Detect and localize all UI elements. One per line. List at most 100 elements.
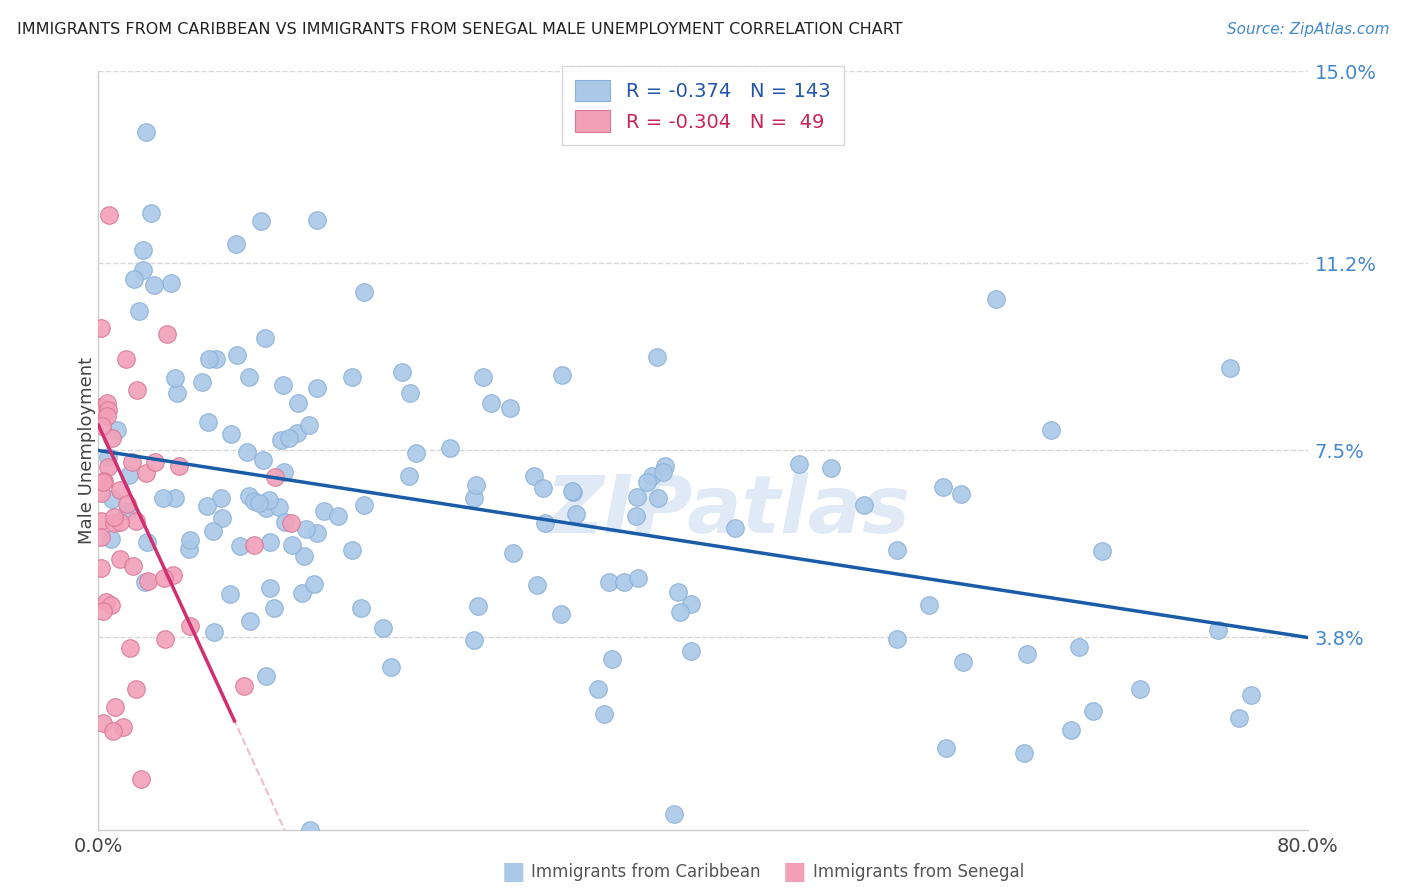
Point [270,433,292,447]
Point [264,470,287,484]
Point [250,214,273,228]
Point [464,478,486,492]
Point [152,491,174,505]
Point [274,515,297,529]
Point [405,446,427,460]
Point [340,369,363,384]
Point [115,497,138,511]
Point [136,534,159,549]
Y-axis label: Male Unemployment: Male Unemployment [79,357,96,544]
Point [600,652,623,666]
Point [90,418,112,433]
Point [145,455,167,469]
Point [886,543,908,558]
Point [209,491,232,505]
Point [304,576,326,591]
Point [254,669,277,683]
Point [103,723,125,738]
Point [139,206,162,220]
Point [257,492,280,507]
Point [162,567,184,582]
Point [305,213,328,227]
Point [120,641,142,656]
Point [259,582,281,596]
Point [91,604,114,618]
Point [463,491,485,506]
Point [949,487,972,501]
Point [1014,747,1036,761]
Point [219,587,242,601]
Text: Immigrants from Caribbean: Immigrants from Caribbean [531,863,761,881]
Point [787,457,810,471]
Point [298,418,321,433]
Point [195,499,218,513]
Point [211,511,233,525]
Point [654,459,676,474]
Point [90,486,112,500]
Point [91,716,114,731]
Point [523,469,546,483]
Point [391,365,413,379]
Point [472,370,495,384]
Point [463,633,485,648]
Point [641,468,664,483]
Point [1129,682,1152,697]
Point [307,526,329,541]
Point [204,351,226,366]
Point [90,400,112,414]
Point [90,529,112,543]
Point [122,272,145,286]
Point [165,491,187,505]
Point [254,501,277,516]
Point [177,541,200,556]
Point [294,522,316,536]
Point [647,491,669,505]
Point [104,700,127,714]
Point [292,549,315,564]
Point [197,352,219,367]
Point [125,514,148,528]
Point [143,278,166,293]
Point [287,395,309,409]
Point [232,679,254,693]
Point [202,625,225,640]
Point [1060,723,1083,737]
Point [239,615,262,629]
Point [243,494,266,508]
Point [101,431,124,445]
Point [526,578,548,592]
Point [135,125,157,139]
Point [98,208,121,222]
Point [285,426,308,441]
Point [380,659,402,673]
Point [90,321,112,335]
Point [627,571,650,585]
Point [645,350,668,364]
Point [90,561,112,575]
Point [669,605,692,619]
Point [219,426,242,441]
Point [228,539,250,553]
Point [935,741,957,756]
Point [679,644,702,658]
Point [156,327,179,342]
Point [918,598,941,612]
Point [93,475,115,489]
Point [398,469,420,483]
Point [97,402,120,417]
Point [498,401,520,415]
Point [125,682,148,697]
Point [328,508,350,523]
Point [562,485,585,500]
Point [90,515,112,529]
Point [651,465,673,479]
Point [664,807,686,822]
Point [371,621,394,635]
Point [531,481,554,495]
Point [1227,711,1250,725]
Point [167,458,190,473]
Point [247,496,270,510]
Point [97,450,120,465]
Point [853,498,876,512]
Point [666,584,689,599]
